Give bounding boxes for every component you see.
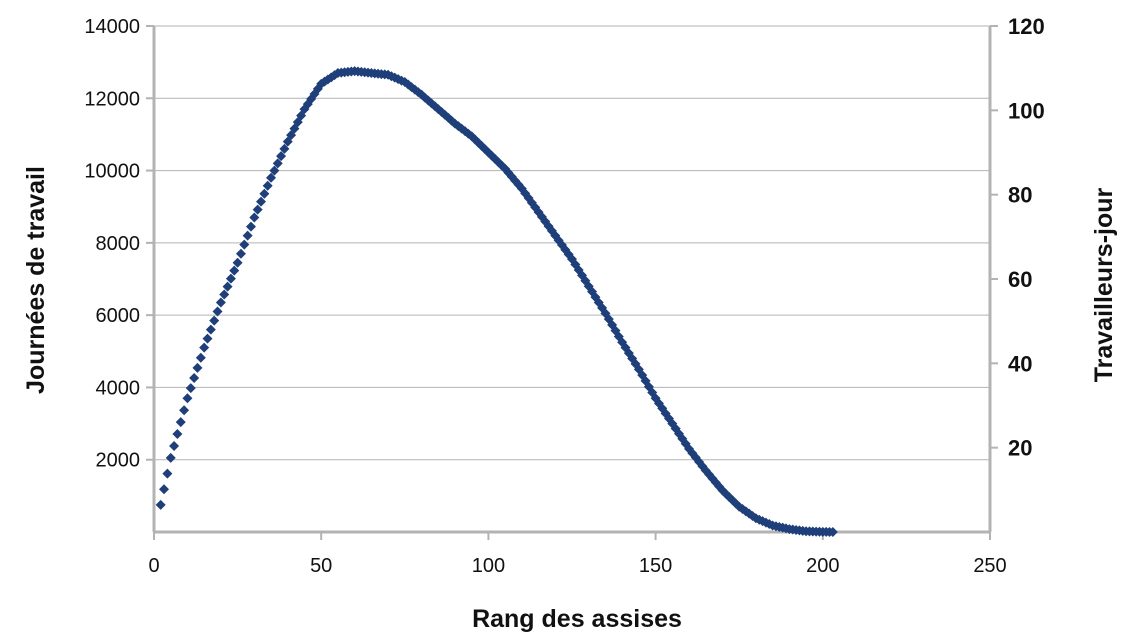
y-tick-label: 12000 — [84, 88, 140, 110]
data-point — [172, 429, 183, 440]
data-point — [219, 289, 230, 300]
y-tick-label: 10000 — [84, 161, 140, 183]
data-point — [209, 315, 220, 326]
x-tick-label: 100 — [472, 555, 505, 577]
x-tick-label: 250 — [973, 555, 1006, 577]
data-point — [252, 204, 263, 215]
axes — [146, 25, 998, 540]
y-tick-label: 2000 — [96, 450, 141, 472]
x-tick-label: 50 — [310, 555, 332, 577]
x-tick-label: 0 — [148, 555, 159, 577]
data-point — [827, 527, 838, 537]
data-point — [199, 342, 210, 353]
y2-axis-title: Travailleurs-jour — [1090, 187, 1118, 382]
x-axis-title: Rang des assises — [472, 605, 682, 633]
y-tick-label: 8000 — [96, 233, 141, 255]
x-tick-label: 150 — [639, 555, 672, 577]
data-point — [289, 123, 300, 134]
y-tick-label: 14000 — [84, 16, 140, 38]
tick-labels: 2000400060008000100001200014000204060801… — [84, 14, 1044, 577]
y2-tick-label: 80 — [1008, 183, 1032, 208]
data-point — [175, 417, 186, 428]
data-point — [239, 239, 250, 250]
y2-tick-label: 40 — [1008, 351, 1032, 376]
x-tick-label: 200 — [806, 555, 839, 577]
y-tick-label: 6000 — [96, 305, 141, 327]
data-point — [195, 352, 206, 363]
data-point — [192, 362, 203, 373]
data-points — [155, 66, 838, 537]
data-point — [249, 212, 260, 223]
data-point — [215, 297, 226, 308]
data-point — [279, 143, 290, 154]
data-point — [205, 324, 216, 335]
data-point — [189, 373, 200, 384]
data-point — [262, 180, 273, 191]
data-point — [256, 196, 267, 207]
data-point — [245, 221, 256, 232]
data-point — [242, 230, 253, 241]
data-point — [259, 188, 270, 199]
data-point — [165, 452, 176, 463]
y2-tick-label: 20 — [1008, 436, 1032, 461]
data-point — [232, 257, 243, 268]
data-point — [222, 281, 233, 292]
data-point — [212, 306, 223, 317]
data-point — [179, 405, 190, 416]
data-point — [266, 172, 277, 183]
y2-tick-label: 100 — [1008, 98, 1045, 123]
data-point — [202, 333, 213, 344]
data-point — [169, 440, 180, 451]
data-point — [276, 151, 287, 162]
data-point — [229, 265, 240, 276]
data-point — [155, 499, 166, 510]
data-point — [225, 273, 236, 284]
data-point — [272, 158, 283, 169]
data-point — [185, 383, 196, 394]
y2-tick-label: 60 — [1008, 267, 1032, 292]
data-point — [162, 468, 173, 479]
data-point — [182, 393, 193, 404]
data-point — [235, 248, 246, 259]
y2-tick-label: 120 — [1008, 14, 1045, 39]
gridlines — [154, 25, 990, 461]
data-point — [159, 484, 170, 495]
y-axis-title: Journées de travail — [22, 166, 50, 394]
y-tick-label: 4000 — [96, 377, 141, 399]
data-point — [269, 165, 280, 176]
